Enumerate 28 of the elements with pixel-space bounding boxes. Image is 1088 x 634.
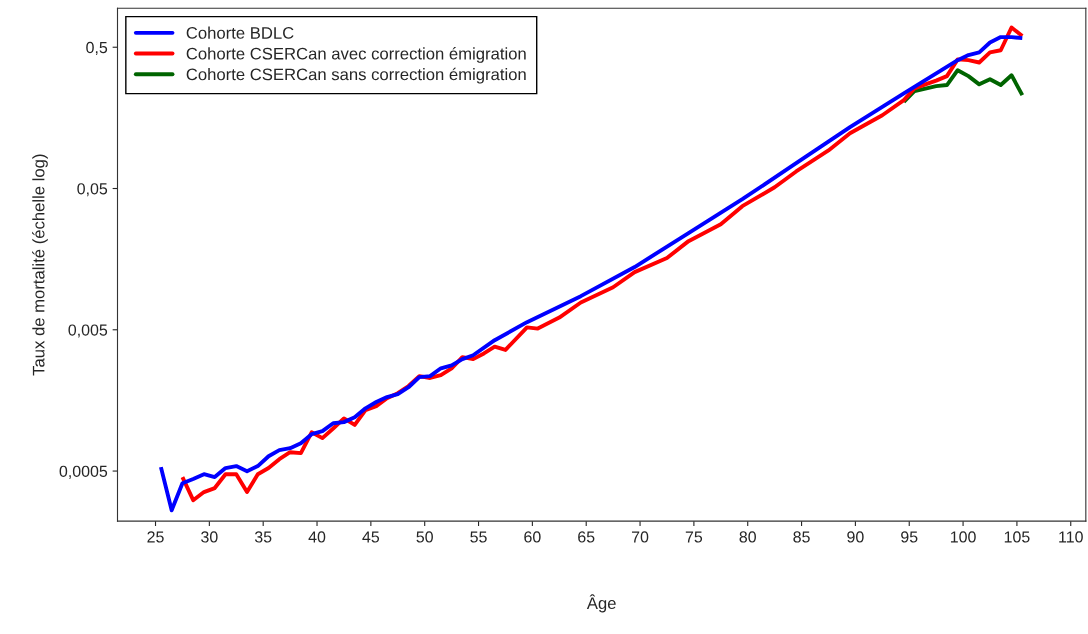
x-tick-label: 85 — [793, 531, 810, 543]
y-axis-title: Taux de mortalité (échelle log) — [32, 154, 48, 376]
x-tick-label: 60 — [524, 531, 541, 543]
line-series — [901, 68, 1025, 104]
x-tick-label: 55 — [470, 531, 487, 543]
x-tick-label: 80 — [739, 531, 756, 543]
x-tick-label: 50 — [416, 531, 433, 543]
x-tick-label: 90 — [847, 531, 864, 543]
y-tick-label: 0,005 — [68, 324, 108, 338]
y-tick-label: 0,05 — [77, 183, 108, 197]
legend-label: Cohorte CSERCan sans correction émigration — [186, 67, 526, 84]
legend-label: Cohorte CSERCan avec correction émigration — [186, 47, 526, 63]
x-tick-label: 25 — [147, 531, 164, 543]
x-tick-label: 30 — [201, 531, 218, 543]
x-tick-label: 100 — [950, 531, 976, 543]
x-tick-label: 110 — [1059, 531, 1083, 543]
x-tick-label: 105 — [1004, 531, 1030, 543]
y-tick-label: 0,0005 — [59, 465, 108, 479]
y-tick-label: 0,5 — [86, 41, 108, 56]
x-tick-label: 75 — [685, 531, 703, 543]
x-tick-label: 40 — [308, 531, 326, 543]
x-tick-label: 45 — [362, 531, 380, 543]
legend-label: Cohorte BDLC — [186, 26, 294, 39]
x-axis-title: Âge — [586, 594, 616, 613]
x-tick-label: 65 — [578, 531, 595, 543]
x-tick-label: 95 — [901, 531, 918, 543]
x-tick-label: 70 — [631, 531, 649, 543]
x-tick-label: 35 — [254, 531, 272, 543]
